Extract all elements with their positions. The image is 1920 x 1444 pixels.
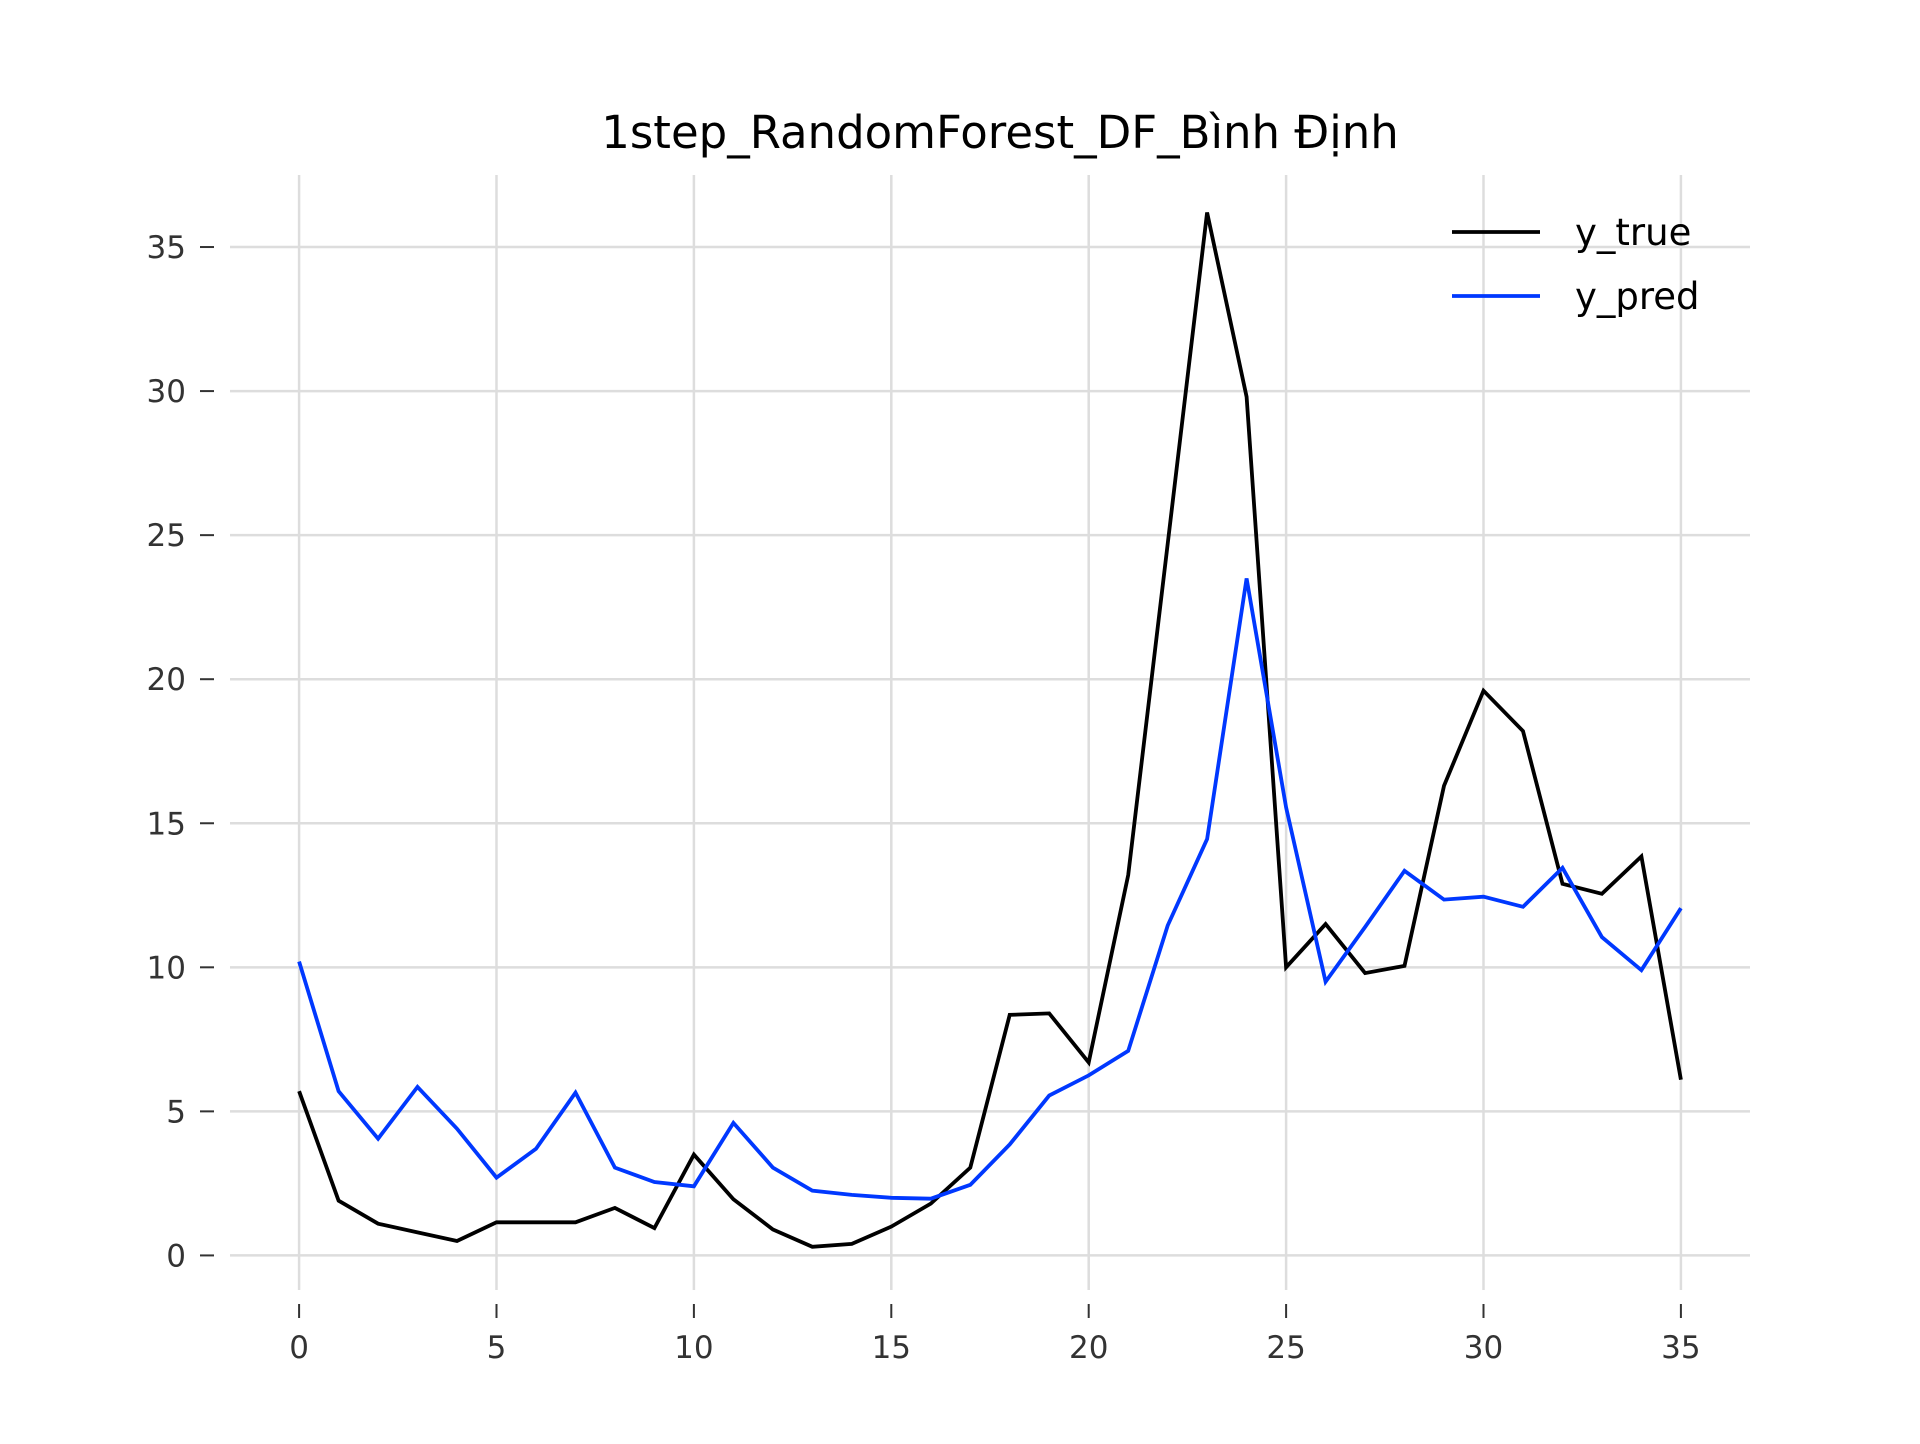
y-tick-label: 5: [166, 1094, 186, 1130]
y-tick-label: 0: [166, 1238, 186, 1274]
legend: y_true y_pred: [1452, 211, 1700, 318]
series-lines: [299, 212, 1681, 1247]
x-tick-label: 5: [487, 1330, 507, 1366]
y-tick-label: 35: [147, 230, 186, 266]
legend-label: y_true: [1575, 211, 1691, 254]
series-line-y_true: [299, 213, 1681, 1247]
legend-item-y_pred: y_pred: [1452, 275, 1700, 318]
series-y_true: [299, 212, 1681, 1247]
x-tick-label: 15: [872, 1330, 911, 1366]
x-tick-label: 10: [674, 1330, 713, 1366]
chart-title: 1step_RandomForest_DF_Bình Định: [601, 106, 1399, 159]
x-tick-label: 20: [1069, 1330, 1108, 1366]
series-y_pred: [299, 578, 1681, 1198]
series-line-y_pred: [299, 578, 1681, 1198]
legend-label: y_pred: [1575, 275, 1700, 318]
y-tick-label: 15: [147, 806, 186, 842]
x-tick-label: 25: [1266, 1330, 1305, 1366]
y-tick-label: 10: [147, 950, 186, 986]
x-tick-label: 0: [289, 1330, 309, 1366]
x-tick-label: 35: [1661, 1330, 1700, 1366]
y-tick-label: 20: [147, 662, 186, 698]
axis-ticks: 0 5 10 15 20 25 30 35 0 5 10 15 20 25 30 35: [147, 230, 1701, 1366]
x-tick-label: 30: [1464, 1330, 1503, 1366]
y-tick-label: 25: [147, 518, 186, 554]
y-tick-label: 30: [147, 374, 186, 410]
